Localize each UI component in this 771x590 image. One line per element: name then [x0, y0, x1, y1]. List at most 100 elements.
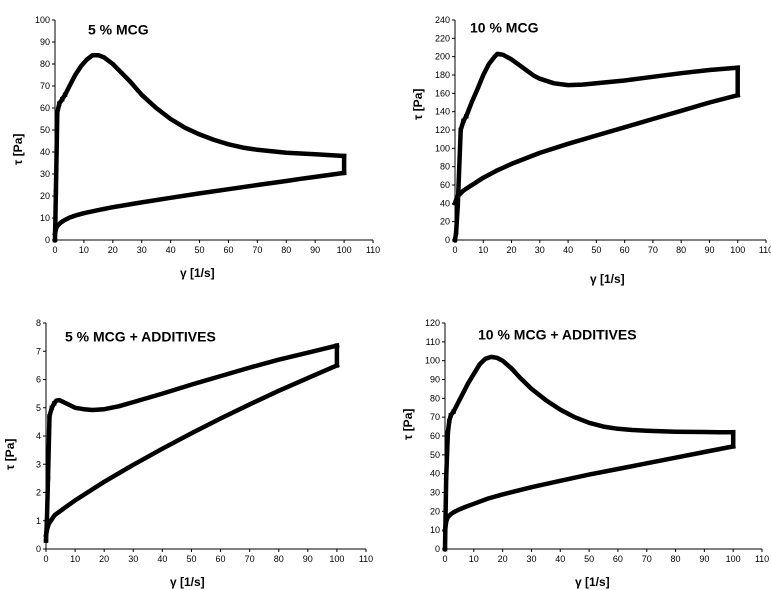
panel-2-title: 10 % MCG — [470, 19, 539, 35]
panel-2-y-tick-label: 180 — [435, 70, 450, 80]
panel-3-series-1-point — [47, 414, 52, 419]
panel-4-x-tick-label: 40 — [555, 554, 565, 564]
panel-3-x-tick-label: 90 — [303, 554, 313, 564]
panel-3-y-tick-label: 3 — [36, 459, 41, 469]
panel-4-y-tick-label: 50 — [430, 450, 440, 460]
panel-4-y-tick-label: 120 — [425, 318, 440, 328]
panel-2-y-tick-label: 200 — [435, 52, 450, 62]
panel-4-y-tick-label: 30 — [430, 488, 440, 498]
panel-1-x-tick-label: 80 — [281, 245, 291, 255]
panel-1-y-tick-label: 40 — [40, 147, 50, 157]
panel-4-x-axis-label: γ [1/s] — [575, 575, 610, 589]
panel-2-y-tick-label: 140 — [435, 107, 450, 117]
panel-2-y-tick-label: 0 — [445, 235, 450, 245]
panel-1-y-tick-label: 80 — [40, 59, 50, 69]
panel-2-y-tick-label: 240 — [435, 15, 450, 25]
panel-3-x-tick-label: 20 — [99, 554, 109, 564]
panel-4-title: 10 % MCG + ADDITIVES — [478, 326, 637, 342]
panel-4-y-axis-label: τ [Pa] — [401, 409, 415, 440]
panel-2-x-tick-label: 10 — [478, 245, 488, 255]
panel-4-x-tick-label: 50 — [584, 554, 594, 564]
panel-2-y-tick-label: 120 — [435, 125, 450, 135]
panel-1-series-1-point — [57, 101, 62, 106]
panel-3-x-tick-label: 60 — [216, 554, 226, 564]
panel-1-y-tick-label: 100 — [35, 15, 50, 25]
panel-3-y-tick-label: 8 — [36, 318, 41, 328]
panel-4-x-tick-label: 60 — [613, 554, 623, 564]
panel-4-series-1-point — [447, 418, 452, 424]
panel-3-x-tick-label: 110 — [359, 554, 373, 564]
panel-1-series-1-point — [55, 110, 60, 115]
panel-4-x-tick-label: 80 — [671, 554, 681, 564]
panel-4-y-tick-label: 70 — [430, 412, 440, 422]
panel-2-x-tick-label: 60 — [620, 245, 630, 255]
panel-3-x-tick-label: 100 — [329, 554, 344, 564]
panel-2-x-tick-label: 30 — [535, 245, 545, 255]
panel-2-x-tick-label: 80 — [676, 245, 686, 255]
panel-4-y-tick-label: 80 — [430, 393, 440, 403]
panel-4-series-1-point — [442, 546, 448, 552]
panel-3-y-tick-label: 6 — [36, 375, 41, 385]
panel-2-y-tick-label: 100 — [435, 143, 450, 153]
panel-1-y-tick-label: 70 — [40, 81, 50, 91]
panel-4-series-1-point — [448, 413, 453, 418]
panel-2-series-1-point — [464, 114, 469, 119]
panel-2-x-tick-label: 40 — [563, 245, 573, 255]
panel-3-series-1-line — [43, 342, 340, 543]
panel-2-y-tick-label: 20 — [440, 217, 450, 227]
panel-2-x-tick-label: 20 — [507, 245, 517, 255]
panel-1-x-tick-label: 70 — [252, 245, 262, 255]
panel-3-x-tick-label: 40 — [157, 554, 167, 564]
panel-1-y-tick-label: 50 — [40, 125, 50, 135]
panel-4-y-tick-label: 0 — [435, 544, 440, 554]
panel-1-y-axis-label: τ [Pa] — [11, 134, 25, 165]
panel-2-series-1-point — [453, 230, 459, 235]
panel-2-y-tick-label: 160 — [435, 88, 450, 98]
panel-1-x-tick-label: 110 — [366, 245, 380, 255]
panel-1-x-axis-label: γ [1/s] — [180, 266, 215, 280]
panel-1-x-tick-label: 30 — [137, 245, 147, 255]
panel-4-x-tick-label: 20 — [498, 554, 508, 564]
panel-3-x-tick-label: 0 — [43, 554, 48, 564]
panel-1-x-tick-label: 100 — [337, 245, 352, 255]
panel-2-series-1-line — [452, 51, 741, 243]
panel-1-series-1-point — [53, 189, 59, 194]
panel-3-series-1-point — [44, 518, 50, 523]
panel-4-x-tick-label: 10 — [469, 554, 479, 564]
panel-1-y-tick-label: 10 — [40, 213, 50, 223]
panel-3-x-tick-label: 10 — [70, 554, 80, 564]
panel-1-x-tick-label: 20 — [108, 245, 118, 255]
panel-1-series-3-line — [52, 170, 347, 237]
panel-4-x-tick-label: 90 — [699, 554, 709, 564]
panel-3-y-axis-label: τ [Pa] — [3, 439, 17, 470]
panel-2-x-tick-label: 70 — [648, 245, 658, 255]
panel-4-series-1-point — [451, 409, 456, 414]
panel-1-x-tick-label: 50 — [195, 245, 205, 255]
panel-1-x-tick-label: 60 — [223, 245, 233, 255]
panel-2-x-tick-label: 50 — [591, 245, 601, 255]
panel-4-x-tick-label: 110 — [755, 554, 769, 564]
panel-2-y-tick-label: 60 — [440, 180, 450, 190]
panel-2-x-tick-label: 90 — [704, 245, 714, 255]
panel-2-x-tick-label: 100 — [730, 245, 745, 255]
panel-4-y-tick-label: 60 — [430, 431, 440, 441]
panel-3-series-1-point — [51, 401, 57, 406]
panel-3-x-tick-label: 80 — [274, 554, 284, 564]
panel-2-series-3-line — [452, 92, 741, 207]
panel-3-y-tick-label: 5 — [36, 403, 41, 413]
panel-1-series-1-point — [52, 237, 58, 243]
panel-3-series-1-point — [45, 476, 51, 481]
panel-4-y-tick-label: 40 — [430, 469, 440, 479]
panel-3-series-3-line — [43, 362, 340, 538]
panel-3-x-tick-label: 70 — [245, 554, 255, 564]
panel-4-y-tick-label: 20 — [430, 506, 440, 516]
panel-2-y-tick-label: 220 — [435, 33, 450, 43]
panel-4-x-tick-label: 100 — [726, 554, 741, 564]
panel-3-x-axis-label: γ [1/s] — [170, 575, 205, 589]
panel-3-series-1-point — [43, 538, 49, 543]
panel-2-y-axis-label: τ [Pa] — [411, 89, 425, 120]
panel-1-y-tick-label: 30 — [40, 169, 50, 179]
panel-3-y-tick-label: 2 — [36, 488, 41, 498]
panel-1-y-tick-label: 60 — [40, 103, 50, 113]
